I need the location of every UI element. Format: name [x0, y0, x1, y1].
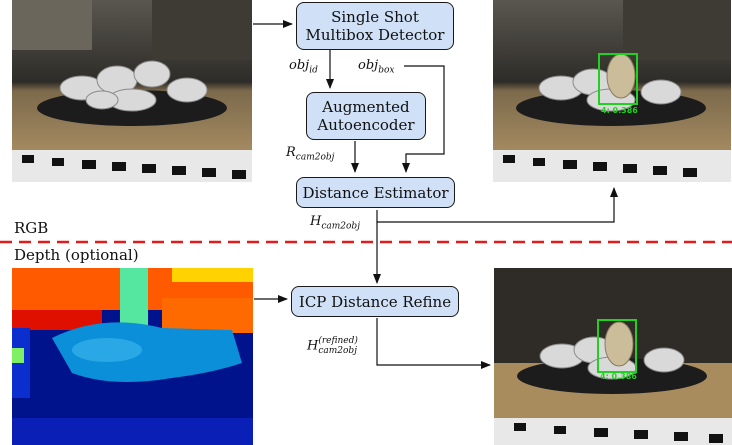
rgb-output-image: 4: 0.386 — [493, 0, 731, 182]
detection-score-bottom: 4: 0.386 — [600, 372, 637, 381]
autoencoder-block: Augmented Autoencoder — [306, 92, 426, 140]
distance-estimator-block: Distance Estimator — [296, 177, 455, 208]
aae-label-line2: Autoencoder — [317, 116, 415, 134]
refined-output-image: 4: 0.386 — [494, 268, 732, 445]
rgb-section-label: RGB — [14, 219, 49, 237]
ssd-block: Single Shot Multibox Detector — [296, 2, 454, 50]
icp-refine-block: ICP Distance Refine — [291, 286, 459, 317]
h-cam2obj-label: Hcam2obj — [310, 214, 360, 232]
arrow-dist-to-output — [376, 187, 618, 223]
ssd-label-line1: Single Shot — [331, 8, 419, 26]
h-refined-label: H (refined) cam2obj — [307, 336, 358, 356]
ssd-label-line2: Multibox Detector — [305, 26, 445, 44]
rgb-input-image — [12, 0, 252, 182]
obj-id-label: objid — [289, 58, 318, 76]
arrow-ssd-box-to-dist — [402, 65, 445, 173]
obj-box-label: objbox — [358, 58, 395, 76]
depth-image — [12, 268, 253, 445]
depth-section-label: Depth (optional) — [14, 246, 139, 264]
distance-estimator-label: Distance Estimator — [302, 183, 449, 202]
icp-refine-label: ICP Distance Refine — [298, 292, 452, 311]
arrow-icp-to-refined — [376, 318, 491, 369]
aae-label-line1: Augmented — [322, 98, 410, 116]
detection-score-top: 4: 0.386 — [601, 106, 638, 115]
r-cam2obj-label: Rcam2obj — [286, 145, 335, 163]
